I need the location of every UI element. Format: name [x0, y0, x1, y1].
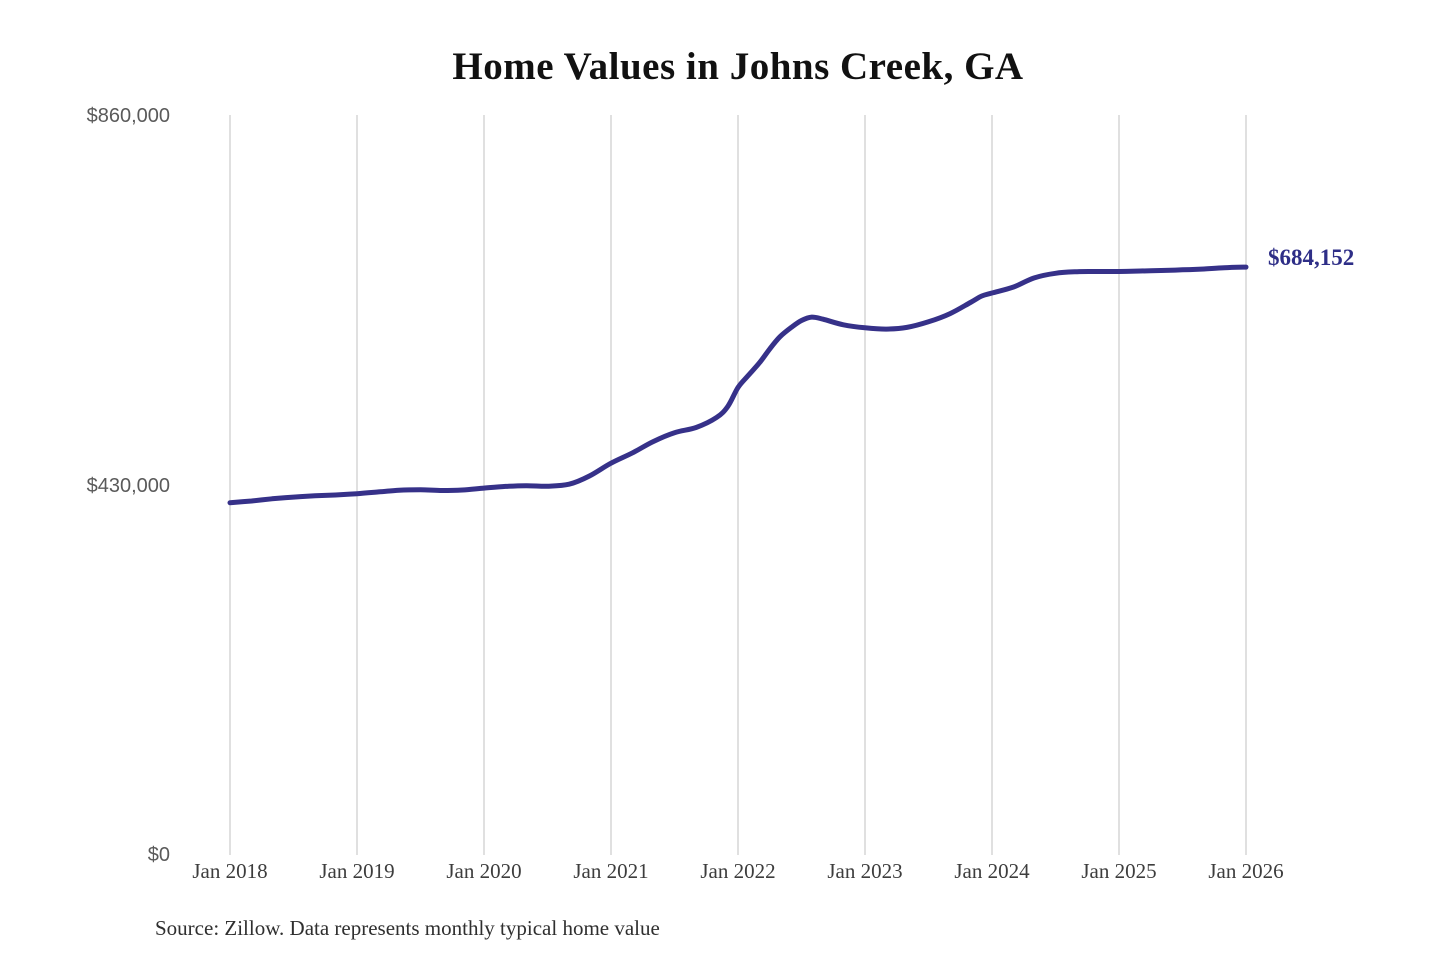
source-attribution: Source: Zillow. Data represents monthly …	[155, 916, 660, 940]
x-tick-label: Jan 2021	[573, 859, 649, 883]
x-tick-label: Jan 2026	[1208, 859, 1284, 883]
x-tick-label: Jan 2023	[827, 859, 903, 883]
x-tick-label: Jan 2019	[319, 859, 395, 883]
chart-title: Home Values in Johns Creek, GA	[452, 45, 1024, 88]
x-tick-label: Jan 2025	[1081, 859, 1157, 883]
home-value-line	[227, 264, 1249, 506]
x-tick-label: Jan 2018	[192, 859, 268, 883]
y-tick-label: $860,000	[86, 105, 170, 127]
y-tick-label: $430,000	[86, 474, 170, 497]
latest-value-label: $684,152	[1268, 245, 1355, 271]
x-tick-label: Jan 2024	[954, 859, 1030, 883]
y-tick-label: $0	[147, 844, 170, 866]
x-tick-label: Jan 2020	[446, 859, 522, 883]
vertical-gridlines	[229, 115, 1247, 855]
x-tick-label: Jan 2022	[700, 859, 776, 883]
